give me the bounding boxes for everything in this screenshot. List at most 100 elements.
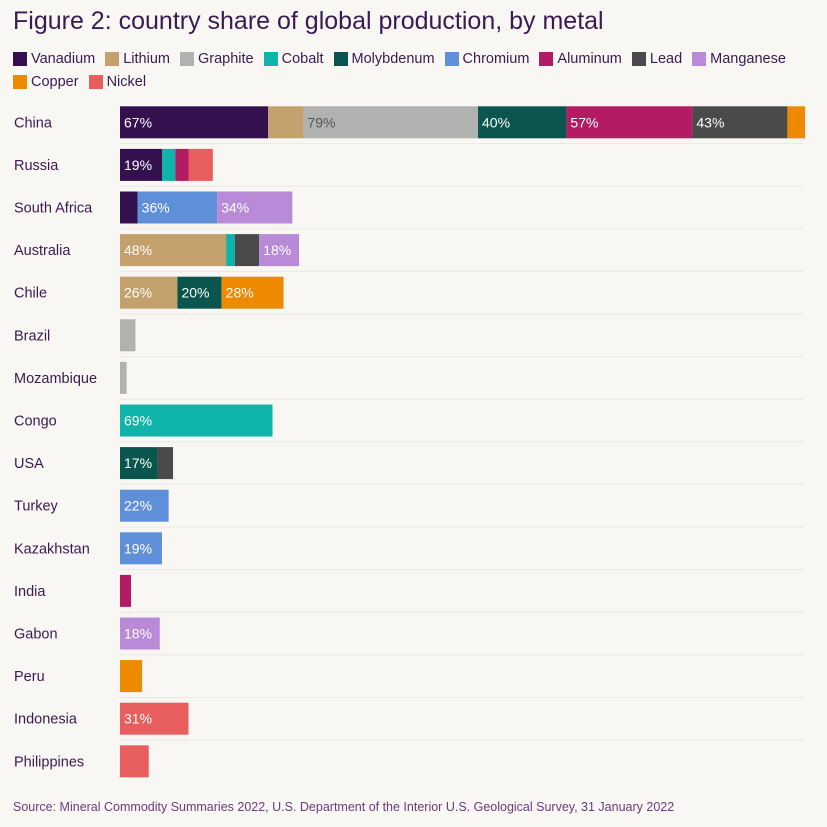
row-peru: Peru <box>14 660 803 698</box>
data-label: 43% <box>696 114 724 130</box>
bar-china-vanadium <box>120 106 269 139</box>
data-label: 67% <box>124 114 152 130</box>
bar-russia-vanadium <box>120 148 162 181</box>
bar-australia-manganese <box>259 234 300 267</box>
data-label: 17% <box>124 455 152 471</box>
bar-china-copper <box>787 106 806 139</box>
bar-gabon-manganese <box>120 617 160 650</box>
data-label: 18% <box>124 626 152 642</box>
data-label: 69% <box>124 413 152 429</box>
row-congo: Congo 69% <box>14 404 803 443</box>
legend-label: Nickel <box>106 74 147 90</box>
data-label: 40% <box>482 114 510 130</box>
bar-australia-cobalt <box>226 234 235 267</box>
bar-russia-aluminum <box>175 148 189 181</box>
legend-swatch <box>13 52 27 66</box>
row-russia: Russia 19% <box>14 148 803 187</box>
legend-label: Aluminum <box>557 51 622 67</box>
legend-label: Lead <box>649 51 683 67</box>
row-india: India <box>14 574 803 613</box>
data-label: 18% <box>263 242 291 258</box>
legend-swatch <box>263 52 278 66</box>
data-label: 57% <box>570 114 598 130</box>
bar-china-lead <box>692 106 788 139</box>
data-label: 36% <box>142 200 170 216</box>
bar-indonesia-nickel <box>120 702 189 735</box>
legend-item-cobalt: Cobalt <box>263 50 324 68</box>
country-label: South Africa <box>14 201 93 217</box>
bar-china-molybdenum <box>478 106 567 139</box>
bar-peru-copper <box>120 660 143 693</box>
legend: Vanadium Lithium Graphite Cobalt Molybdenum C… <box>13 50 813 91</box>
bar-chile-copper <box>221 276 284 309</box>
bar-south-africa-vanadium <box>120 191 138 224</box>
legend-label: Graphite <box>197 51 254 67</box>
country-label: Philippines <box>14 754 84 770</box>
legend-swatch <box>333 52 348 66</box>
bar-kazakhstan-chromium <box>120 532 162 565</box>
row-usa: USA 17% <box>14 447 803 485</box>
bar-usa-lead <box>157 447 174 480</box>
bar-china-graphite <box>303 106 479 139</box>
bar-russia-nickel <box>188 148 213 181</box>
legend-item-graphite: Graphite <box>179 50 254 68</box>
country-label: Russia <box>14 158 59 174</box>
country-label: Brazil <box>14 328 50 344</box>
bar-south-africa-chromium <box>137 191 218 224</box>
bar-china-aluminum <box>566 106 693 139</box>
bar-australia-lead <box>234 234 260 267</box>
legend-swatch <box>692 52 707 66</box>
row-australia: Australia 48% 18% <box>14 234 803 272</box>
legend-label: Cobalt <box>281 51 324 67</box>
data-label: 26% <box>124 285 152 301</box>
bar-chile-lithium <box>120 276 178 309</box>
legend-swatch <box>539 52 554 66</box>
data-label: 34% <box>221 200 249 216</box>
legend-item-chromium: Chromium <box>444 50 530 68</box>
country-label: Kazakhstan <box>14 541 90 557</box>
legend-label: Lithium <box>123 51 170 67</box>
legend-swatch <box>13 75 27 89</box>
legend-item-manganese: Manganese <box>692 50 786 68</box>
legend-swatch <box>179 52 194 66</box>
bar-india-aluminum <box>120 574 132 607</box>
country-label: USA <box>14 456 44 472</box>
legend-item-nickel: Nickel <box>88 73 147 91</box>
legend-item-lithium: Lithium <box>105 50 170 68</box>
source-note: Source: Mineral Commodity Summaries 2022… <box>13 800 675 814</box>
country-label: Congo <box>14 414 57 430</box>
legend-item-aluminum: Aluminum <box>539 50 622 68</box>
bar-usa-molybdenum <box>120 447 158 480</box>
bar-mozambique-graphite <box>120 361 127 394</box>
country-label: Turkey <box>14 499 59 515</box>
bar-south-africa-manganese <box>217 191 293 224</box>
legend-label: Copper <box>31 74 79 90</box>
bar-turkey-chromium <box>120 489 169 522</box>
data-label: 79% <box>307 114 335 130</box>
country-label: Mozambique <box>14 371 97 387</box>
bar-congo-cobalt <box>120 404 273 437</box>
legend-item-vanadium: Vanadium <box>13 50 95 68</box>
data-label: 20% <box>181 285 209 301</box>
row-china: China 67% 79% 40% 57% 43% <box>14 106 806 145</box>
country-label: China <box>14 115 53 131</box>
data-label: 19% <box>124 540 152 556</box>
row-turkey: Turkey 22% <box>14 489 803 528</box>
legend-swatch <box>105 52 120 66</box>
legend-item-molybdenum: Molybdenum <box>333 50 435 68</box>
legend-label: Molybdenum <box>351 51 435 67</box>
bar-china-lithium <box>268 106 304 139</box>
legend-swatch <box>88 75 103 89</box>
row-philippines: Philippines <box>14 745 149 778</box>
bar-philippines-nickel <box>120 745 149 778</box>
row-mozambique: Mozambique <box>14 361 803 400</box>
data-label: 28% <box>226 285 254 301</box>
country-label: India <box>14 584 46 600</box>
row-kazakhstan: Kazakhstan 19% <box>14 532 803 571</box>
bar-russia-cobalt <box>161 148 176 181</box>
legend-label: Chromium <box>462 51 530 67</box>
data-label: 31% <box>124 711 152 727</box>
row-chile: Chile 26% 20% 28% <box>14 276 803 315</box>
legend-swatch <box>631 52 646 66</box>
